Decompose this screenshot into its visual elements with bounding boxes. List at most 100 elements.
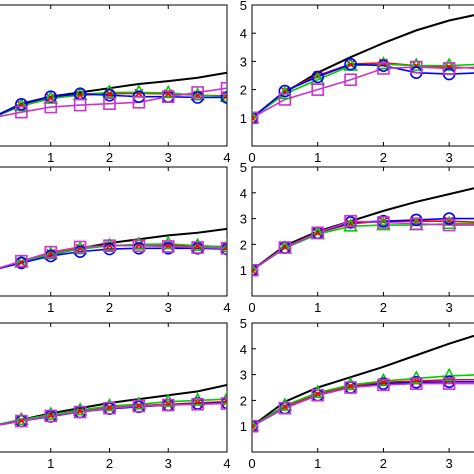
data-point (311, 83, 325, 96)
data-point (343, 376, 358, 391)
series-line-3 (0, 247, 227, 270)
data-point (278, 84, 292, 98)
y-tick-label: 3 (240, 368, 247, 383)
data-point (344, 214, 357, 228)
panel-middle-left: 1 2 3 4 (0, 166, 231, 315)
x-tick-label: 3 (446, 150, 453, 165)
axes-frame (0, 322, 228, 453)
plot-area (0, 383, 227, 428)
plot-area (0, 227, 227, 270)
panel-top-left: 1 2 3 4 (0, 4, 231, 165)
data-point (409, 217, 423, 231)
data-point (14, 411, 29, 426)
axes-frame (251, 322, 474, 453)
data-point (191, 86, 204, 99)
x-tick-label: 3 (446, 300, 453, 315)
y-tick-label: 1 (240, 419, 247, 434)
series-line-0 (252, 334, 474, 428)
data-point (102, 397, 117, 412)
data-point (72, 240, 88, 255)
data-point (311, 226, 325, 240)
data-point (103, 239, 116, 252)
data-point (73, 98, 87, 112)
x-tick-label: 4 (223, 456, 230, 471)
data-point (442, 212, 456, 225)
y-tick-label: 3 (240, 212, 247, 227)
data-point (252, 109, 260, 124)
data-point (442, 377, 456, 390)
series-line-4 (0, 87, 227, 118)
y-tick-label: 5 (240, 0, 247, 13)
data-point (132, 399, 146, 413)
series-line-3 (252, 381, 474, 427)
x-tick-label: 1 (314, 150, 321, 165)
data-point (344, 381, 357, 394)
data-point (103, 401, 116, 415)
x-tick-label: 4 (223, 300, 230, 315)
x-tick-label: 2 (380, 456, 387, 471)
data-point (442, 62, 456, 75)
data-point (43, 406, 59, 420)
data-point (161, 240, 175, 253)
data-point (277, 397, 293, 411)
x-tick-label: 3 (446, 456, 453, 471)
y-tick-label: 4 (240, 342, 247, 357)
data-point (441, 367, 457, 382)
axes-frame (251, 4, 474, 147)
data-point (103, 88, 116, 102)
x-tick-label: 2 (106, 150, 113, 165)
data-point (190, 87, 205, 101)
panel-bottom-right: 0 1 2 3 1 2 3 4 5 (240, 316, 474, 471)
axes-frame (0, 166, 228, 297)
data-point (377, 378, 390, 392)
data-point (220, 397, 227, 410)
data-point (278, 241, 292, 254)
y-tick-label: 1 (240, 111, 247, 126)
data-point (219, 238, 227, 253)
data-point (441, 57, 457, 71)
data-point (15, 414, 28, 428)
plot-area (252, 334, 474, 433)
data-point (44, 409, 58, 423)
y-tick-label: 5 (240, 316, 247, 331)
data-point (252, 111, 259, 125)
x-tick-label: 4 (223, 150, 230, 165)
data-point (220, 241, 227, 255)
data-point (311, 388, 325, 402)
data-point (161, 398, 175, 412)
x-tick-label: 3 (165, 300, 172, 315)
y-tick-label: 2 (240, 393, 247, 408)
x-tick-label: 2 (106, 300, 113, 315)
y-tick-label: 3 (240, 54, 247, 69)
x-tick-label: 3 (165, 456, 172, 471)
data-point (15, 105, 28, 119)
x-tick-label: 1 (314, 300, 321, 315)
data-point (43, 246, 59, 260)
x-tick-label: 1 (314, 456, 321, 471)
data-point (252, 262, 260, 276)
data-point (161, 90, 175, 103)
axes-frame (0, 4, 228, 147)
panel-middle-right: 0 1 2 3 1 2 3 4 5 (240, 160, 474, 315)
plot-area (252, 14, 474, 125)
x-tick-label: 0 (248, 150, 255, 165)
y-tick-label: 2 (240, 237, 247, 252)
data-point (15, 97, 28, 111)
y-tick-label: 5 (240, 160, 247, 175)
data-point (219, 88, 227, 102)
data-point (72, 402, 88, 416)
panel-bottom-left: 1 2 3 4 (0, 322, 231, 471)
data-point (15, 254, 28, 268)
data-point (73, 240, 87, 254)
y-tick-label: 2 (240, 83, 247, 98)
data-point (278, 93, 292, 106)
data-point (343, 218, 358, 232)
data-point (408, 57, 424, 71)
x-tick-label: 2 (106, 456, 113, 471)
data-point (220, 91, 227, 104)
data-point (220, 81, 227, 95)
data-point (277, 85, 293, 100)
data-point (16, 100, 26, 110)
data-point (442, 218, 456, 232)
